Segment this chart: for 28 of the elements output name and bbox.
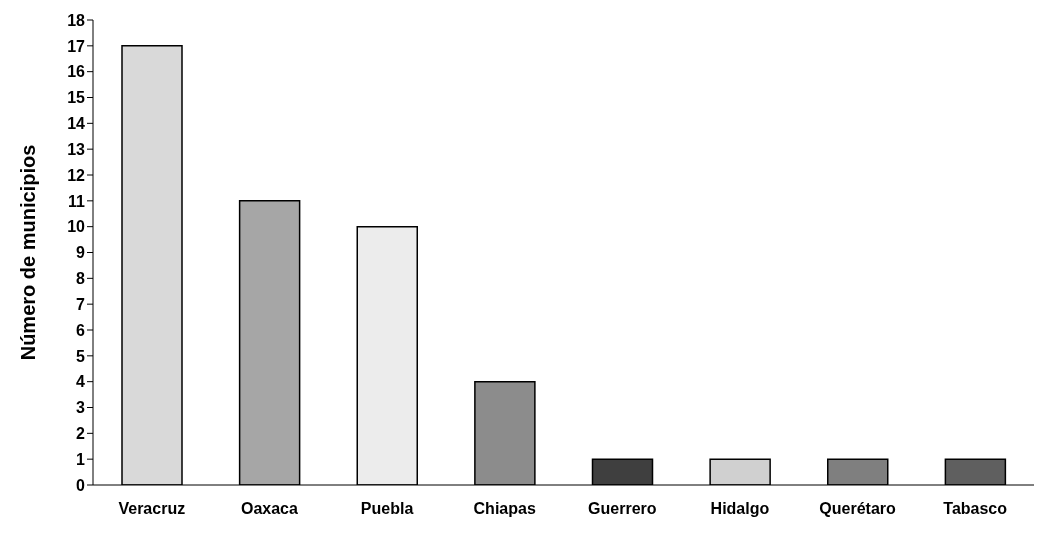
x-tick-label: Querétaro xyxy=(819,500,897,518)
y-tick-label: 3 xyxy=(76,399,86,417)
x-tick-label: Tabasco xyxy=(943,500,1008,518)
y-tick-label: 16 xyxy=(67,63,86,81)
y-tick-label: 15 xyxy=(67,89,86,107)
x-tick-label: Puebla xyxy=(360,500,414,518)
y-tick-label: 18 xyxy=(67,11,86,29)
y-tick-label: 7 xyxy=(76,295,86,313)
y-tick-label: 0 xyxy=(76,476,86,494)
x-tick-label: Chiapas xyxy=(473,500,536,518)
y-tick-label: 8 xyxy=(76,270,86,288)
y-axis-title: Número de municipios xyxy=(17,144,40,361)
y-tick-label: 14 xyxy=(67,115,86,133)
y-tick-label: 10 xyxy=(67,218,86,236)
y-tick-label: 6 xyxy=(76,321,86,339)
y-tick-label: 9 xyxy=(76,244,86,262)
y-tick-label: 5 xyxy=(76,347,86,365)
x-tick-label: Hidalgo xyxy=(710,500,770,518)
y-tick-label: 2 xyxy=(76,425,86,443)
x-tick-label: Veracruz xyxy=(118,500,186,518)
x-tick-label: Guerrero xyxy=(588,500,657,518)
x-tick-label: Oaxaca xyxy=(240,500,299,518)
y-tick-label: 13 xyxy=(67,140,86,158)
y-tick-label: 12 xyxy=(67,166,86,184)
y-tick-label: 17 xyxy=(67,37,86,55)
y-tick-label: 4 xyxy=(76,373,86,391)
y-tick-label: 1 xyxy=(76,450,86,468)
y-tick-label: 11 xyxy=(68,192,86,210)
